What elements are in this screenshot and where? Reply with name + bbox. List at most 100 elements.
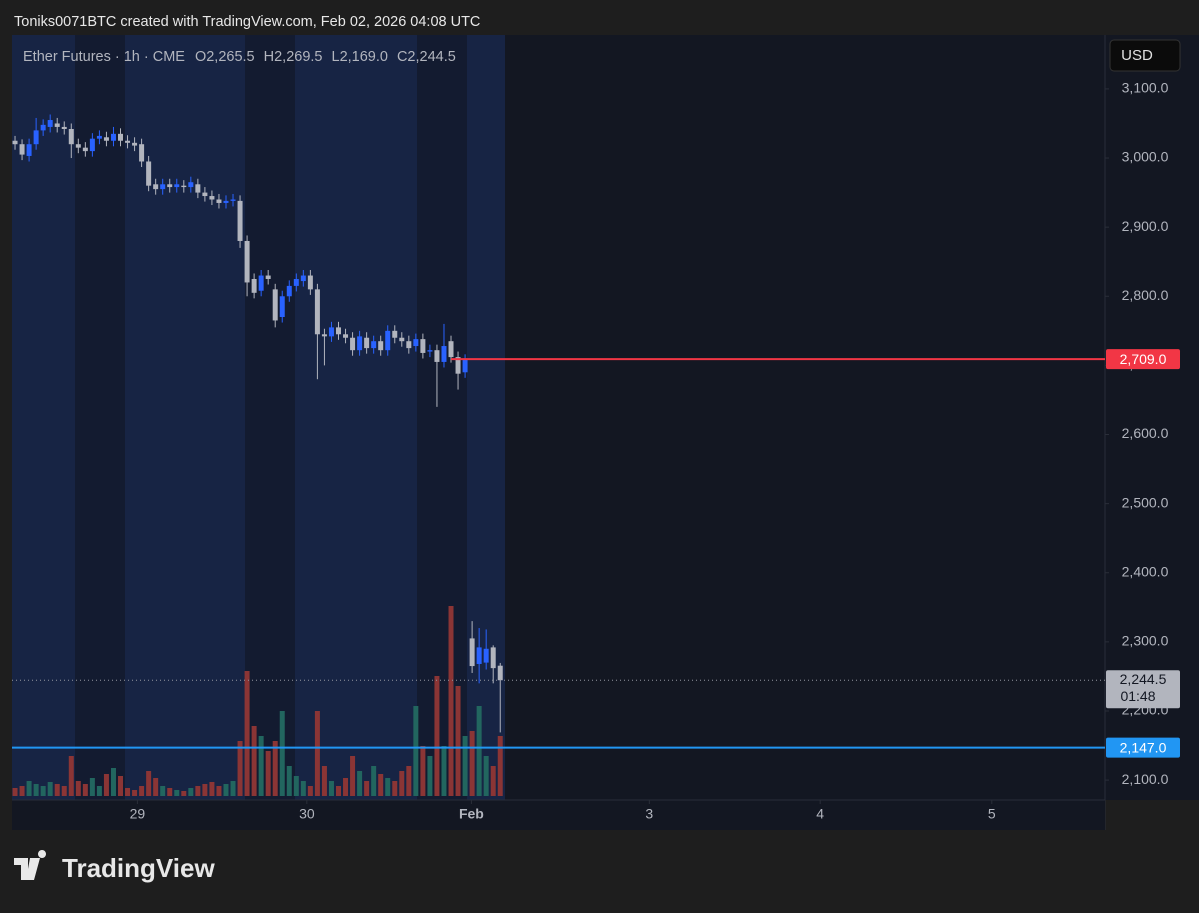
candle-body	[118, 133, 124, 141]
y-tick-label: 2,500.0	[1122, 494, 1169, 510]
x-tick-label: Feb	[459, 806, 484, 822]
candle-body	[328, 327, 334, 337]
currency: USD	[1121, 47, 1153, 64]
volume-bar	[490, 766, 496, 796]
y-tick-label: 3,100.0	[1122, 80, 1169, 96]
currency-box	[1109, 39, 1181, 72]
candle-body	[188, 182, 194, 188]
candle-body	[420, 339, 426, 353]
candle-body	[125, 140, 131, 143]
candle-body	[75, 144, 81, 148]
volume-bar	[293, 776, 299, 796]
volume-bar	[392, 781, 398, 796]
candle-body	[209, 196, 215, 200]
volume-bar	[307, 786, 313, 796]
volume-bar	[258, 736, 264, 796]
volume-bar	[110, 768, 116, 796]
volume-bar	[441, 746, 447, 796]
volume-bar	[61, 786, 67, 796]
ohlc-value: O2,265.5	[195, 49, 255, 65]
candle-body	[110, 133, 116, 141]
candle-body	[392, 330, 398, 338]
candle-body	[441, 346, 447, 362]
volume-bar	[357, 771, 363, 796]
candle-body	[321, 334, 327, 337]
legend-title: Ether Futures · 1h · CME	[23, 49, 185, 65]
candle-body	[139, 144, 145, 162]
volume-bar	[223, 784, 229, 796]
volume-bar	[68, 756, 74, 796]
volume-bar	[89, 778, 95, 796]
price-level-tag	[1106, 349, 1180, 370]
volume-bar	[427, 756, 433, 796]
y-tick-label: 2,100.0	[1122, 771, 1169, 787]
candle-body	[265, 275, 271, 279]
candle-body	[364, 337, 370, 349]
volume-bar	[181, 791, 187, 796]
candle-body	[413, 339, 419, 347]
candle-body	[385, 330, 391, 351]
candle-body	[96, 135, 102, 139]
volume-bar	[125, 788, 131, 796]
candle-body	[455, 357, 461, 374]
volume-bar	[476, 706, 482, 796]
brand-name: TradingView	[62, 853, 215, 883]
volume-bar	[237, 741, 243, 796]
last-price-label: 2,244.5	[1120, 671, 1167, 687]
candle-body	[89, 138, 95, 152]
candle-body	[153, 184, 159, 190]
volume-bar	[188, 788, 194, 796]
candle-body	[19, 144, 25, 155]
volume-bar	[420, 746, 426, 796]
candle-body	[251, 278, 257, 293]
volume-bar	[167, 788, 173, 796]
candle-body	[12, 140, 18, 145]
x-tick-label: 30	[299, 806, 315, 822]
candle-body	[378, 341, 384, 351]
candle-body	[371, 341, 377, 349]
session-shade	[417, 35, 467, 800]
volume-bar	[300, 781, 306, 796]
volume-bar	[139, 786, 145, 796]
volume-bar	[434, 676, 440, 796]
legend: Ether Futures · 1h · CME O2,265.5 H2,269.…	[23, 49, 456, 65]
y-tick-label: 2,300.0	[1122, 633, 1169, 649]
volume-bar	[209, 782, 215, 796]
candle-body	[314, 289, 320, 335]
candle-body	[82, 147, 88, 152]
x-tick-label: 29	[130, 806, 146, 822]
price-level-label: 2,709.0	[1120, 351, 1167, 367]
ohlc-value: C2,244.5	[397, 49, 456, 65]
candle-body	[61, 126, 67, 130]
y-tick-label: 2,900.0	[1122, 218, 1169, 234]
volume-bar	[483, 756, 489, 796]
volume-bar	[343, 778, 349, 796]
x-tick-label: 5	[988, 806, 996, 822]
candle-body	[54, 123, 60, 127]
candle-body	[497, 665, 503, 681]
candle-body	[272, 289, 278, 321]
volume-bar	[350, 756, 356, 796]
candle-body	[293, 278, 299, 286]
volume-bar	[195, 786, 201, 796]
candle-body	[462, 359, 468, 373]
candle-body	[469, 638, 475, 667]
volume-bar	[364, 781, 370, 796]
candle-body	[68, 129, 74, 145]
volume-bar	[321, 766, 327, 796]
volume-bar	[406, 766, 412, 796]
candle-body	[357, 336, 363, 351]
volume-bar	[462, 736, 468, 796]
volume-bar	[174, 790, 180, 796]
x-tick-label: 3	[645, 806, 653, 822]
volume-bar	[385, 778, 391, 796]
price-level-tag	[1106, 737, 1180, 758]
candle-body	[146, 161, 152, 186]
volume-bar	[82, 784, 88, 796]
volume-bar	[272, 741, 278, 796]
volume-bar	[33, 784, 39, 796]
volume-bar	[153, 778, 159, 796]
volume-bar	[96, 786, 102, 796]
